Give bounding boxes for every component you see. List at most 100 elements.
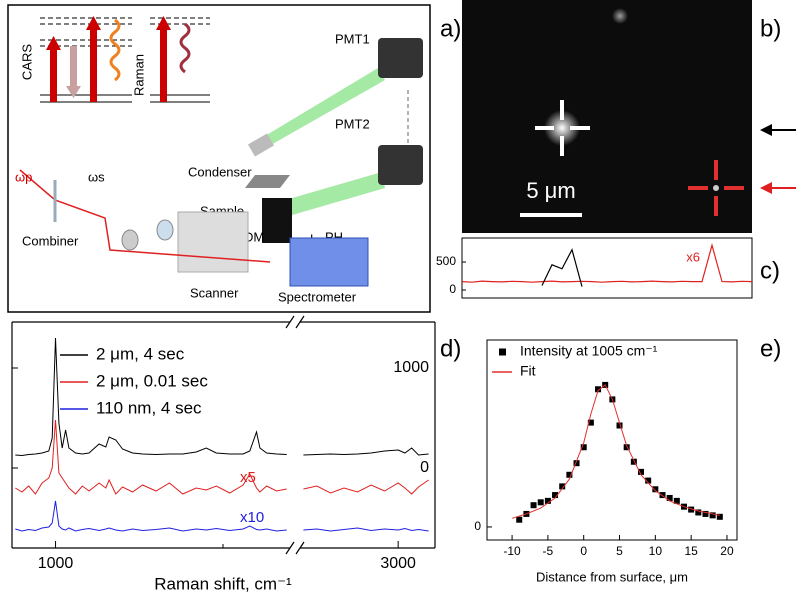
data-point — [638, 468, 645, 475]
spectrum-line — [303, 447, 429, 456]
particle — [612, 8, 628, 24]
image-background — [462, 0, 752, 233]
annotation: x5 — [240, 469, 256, 486]
spectrum-line — [15, 500, 287, 532]
panel-label: e) — [760, 335, 781, 362]
legend-label: 110 nm, 4 sec — [96, 398, 202, 417]
axis-break — [285, 541, 295, 555]
legend-label: 2 μm, 0.01 sec — [96, 371, 208, 390]
data-point — [630, 458, 637, 465]
y-tick-label: 0 — [420, 459, 429, 476]
raman-label: Raman — [131, 54, 146, 96]
data-point — [688, 506, 695, 513]
x-tick-label: 1000 — [38, 555, 74, 572]
data-point — [573, 460, 580, 467]
spectrometer-box — [289, 237, 369, 287]
data-point — [673, 497, 680, 504]
plot-frame — [461, 237, 753, 299]
omega-p-label: ωp — [15, 169, 32, 184]
laser-path — [19, 169, 271, 263]
scale-bar-label: 5 μm — [526, 178, 575, 203]
panel-label: d) — [440, 335, 461, 362]
data-point — [595, 386, 602, 393]
cars-label: CARS — [19, 44, 34, 80]
data-point — [544, 497, 551, 504]
microscope-image: 5 μm — [462, 0, 796, 233]
trace-line — [541, 248, 583, 287]
axis-break — [295, 541, 305, 555]
legend-swatch — [499, 348, 506, 356]
data-point — [623, 444, 630, 451]
dichroic-cube — [262, 198, 292, 243]
data-point — [552, 492, 559, 499]
panel-label: c) — [760, 257, 780, 284]
arrow-head — [760, 124, 772, 136]
setup-diagram: CARS Raman PMT1 PMT2 Condenser Sample DM… — [7, 4, 431, 313]
x-tick-label: 5 — [616, 544, 623, 558]
legend-label: Fit — [520, 363, 536, 379]
y-tick-label: 0 — [449, 282, 456, 296]
pmt1-label: PMT1 — [335, 31, 370, 46]
scanner-label: Scanner — [190, 285, 239, 300]
trace-line — [461, 243, 753, 283]
annotation: x6 — [686, 249, 700, 264]
panel-label: a) — [440, 15, 461, 42]
legend-label: Intensity at 1005 cm⁻¹ — [520, 343, 658, 359]
combiner-label: Combiner — [22, 233, 79, 248]
green-beam — [250, 68, 385, 150]
data-point — [580, 444, 587, 451]
pmt2-label: PMT2 — [335, 116, 370, 131]
data-point — [716, 513, 723, 520]
dm-label: DM — [244, 229, 264, 244]
data-point — [537, 499, 544, 506]
data-point — [566, 471, 573, 478]
x-tick-label: 15 — [684, 544, 698, 558]
particle — [713, 185, 719, 191]
x-axis-label: Distance from surface, μm — [536, 569, 688, 584]
optic — [121, 229, 139, 251]
x-axis-label: Raman shift, cm⁻¹ — [154, 574, 292, 593]
crosshair — [688, 160, 744, 216]
y-tick-label: 1000 — [393, 359, 429, 376]
crosshair — [535, 100, 590, 156]
data-point — [659, 492, 666, 499]
data-point — [616, 422, 623, 429]
arrow-head — [760, 182, 772, 194]
x-tick-label: -5 — [543, 544, 554, 558]
y-tick-label: 0 — [474, 519, 481, 533]
spectrum-line — [303, 479, 429, 495]
x-tick-label: 10 — [649, 544, 663, 558]
axis-break — [285, 315, 295, 329]
data-point — [530, 502, 537, 509]
panel-label: b) — [760, 15, 781, 42]
legend-label: 2 μm, 4 sec — [96, 344, 185, 363]
fit-line — [511, 384, 720, 519]
data-point — [652, 486, 659, 493]
data-point — [645, 477, 652, 484]
plot-frame — [486, 339, 738, 541]
x-tick-label: 20 — [720, 544, 734, 558]
data-point — [709, 512, 716, 519]
sample-stage — [245, 175, 290, 188]
transition-arrows — [46, 16, 191, 102]
green-beam — [268, 172, 385, 220]
spectrum-line — [15, 419, 287, 495]
condenser-label: Condenser — [188, 164, 252, 179]
axis-break — [295, 315, 305, 329]
pmt2-detector — [378, 145, 423, 185]
optic — [156, 219, 174, 241]
particle — [544, 110, 580, 146]
pmt1-detector — [378, 38, 423, 78]
spectrum-line — [303, 527, 429, 532]
data-point — [587, 419, 594, 426]
y-tick-label: 500 — [436, 254, 456, 268]
condenser-optic — [247, 133, 275, 157]
data-point — [666, 494, 673, 501]
data-point — [516, 516, 523, 523]
omega-s-label: ωs — [88, 169, 105, 184]
x-tick-label: 0 — [580, 544, 587, 558]
spectrum-line — [15, 337, 287, 457]
data-point — [695, 509, 702, 516]
spectrometer-label: Spectrometer — [278, 289, 357, 304]
